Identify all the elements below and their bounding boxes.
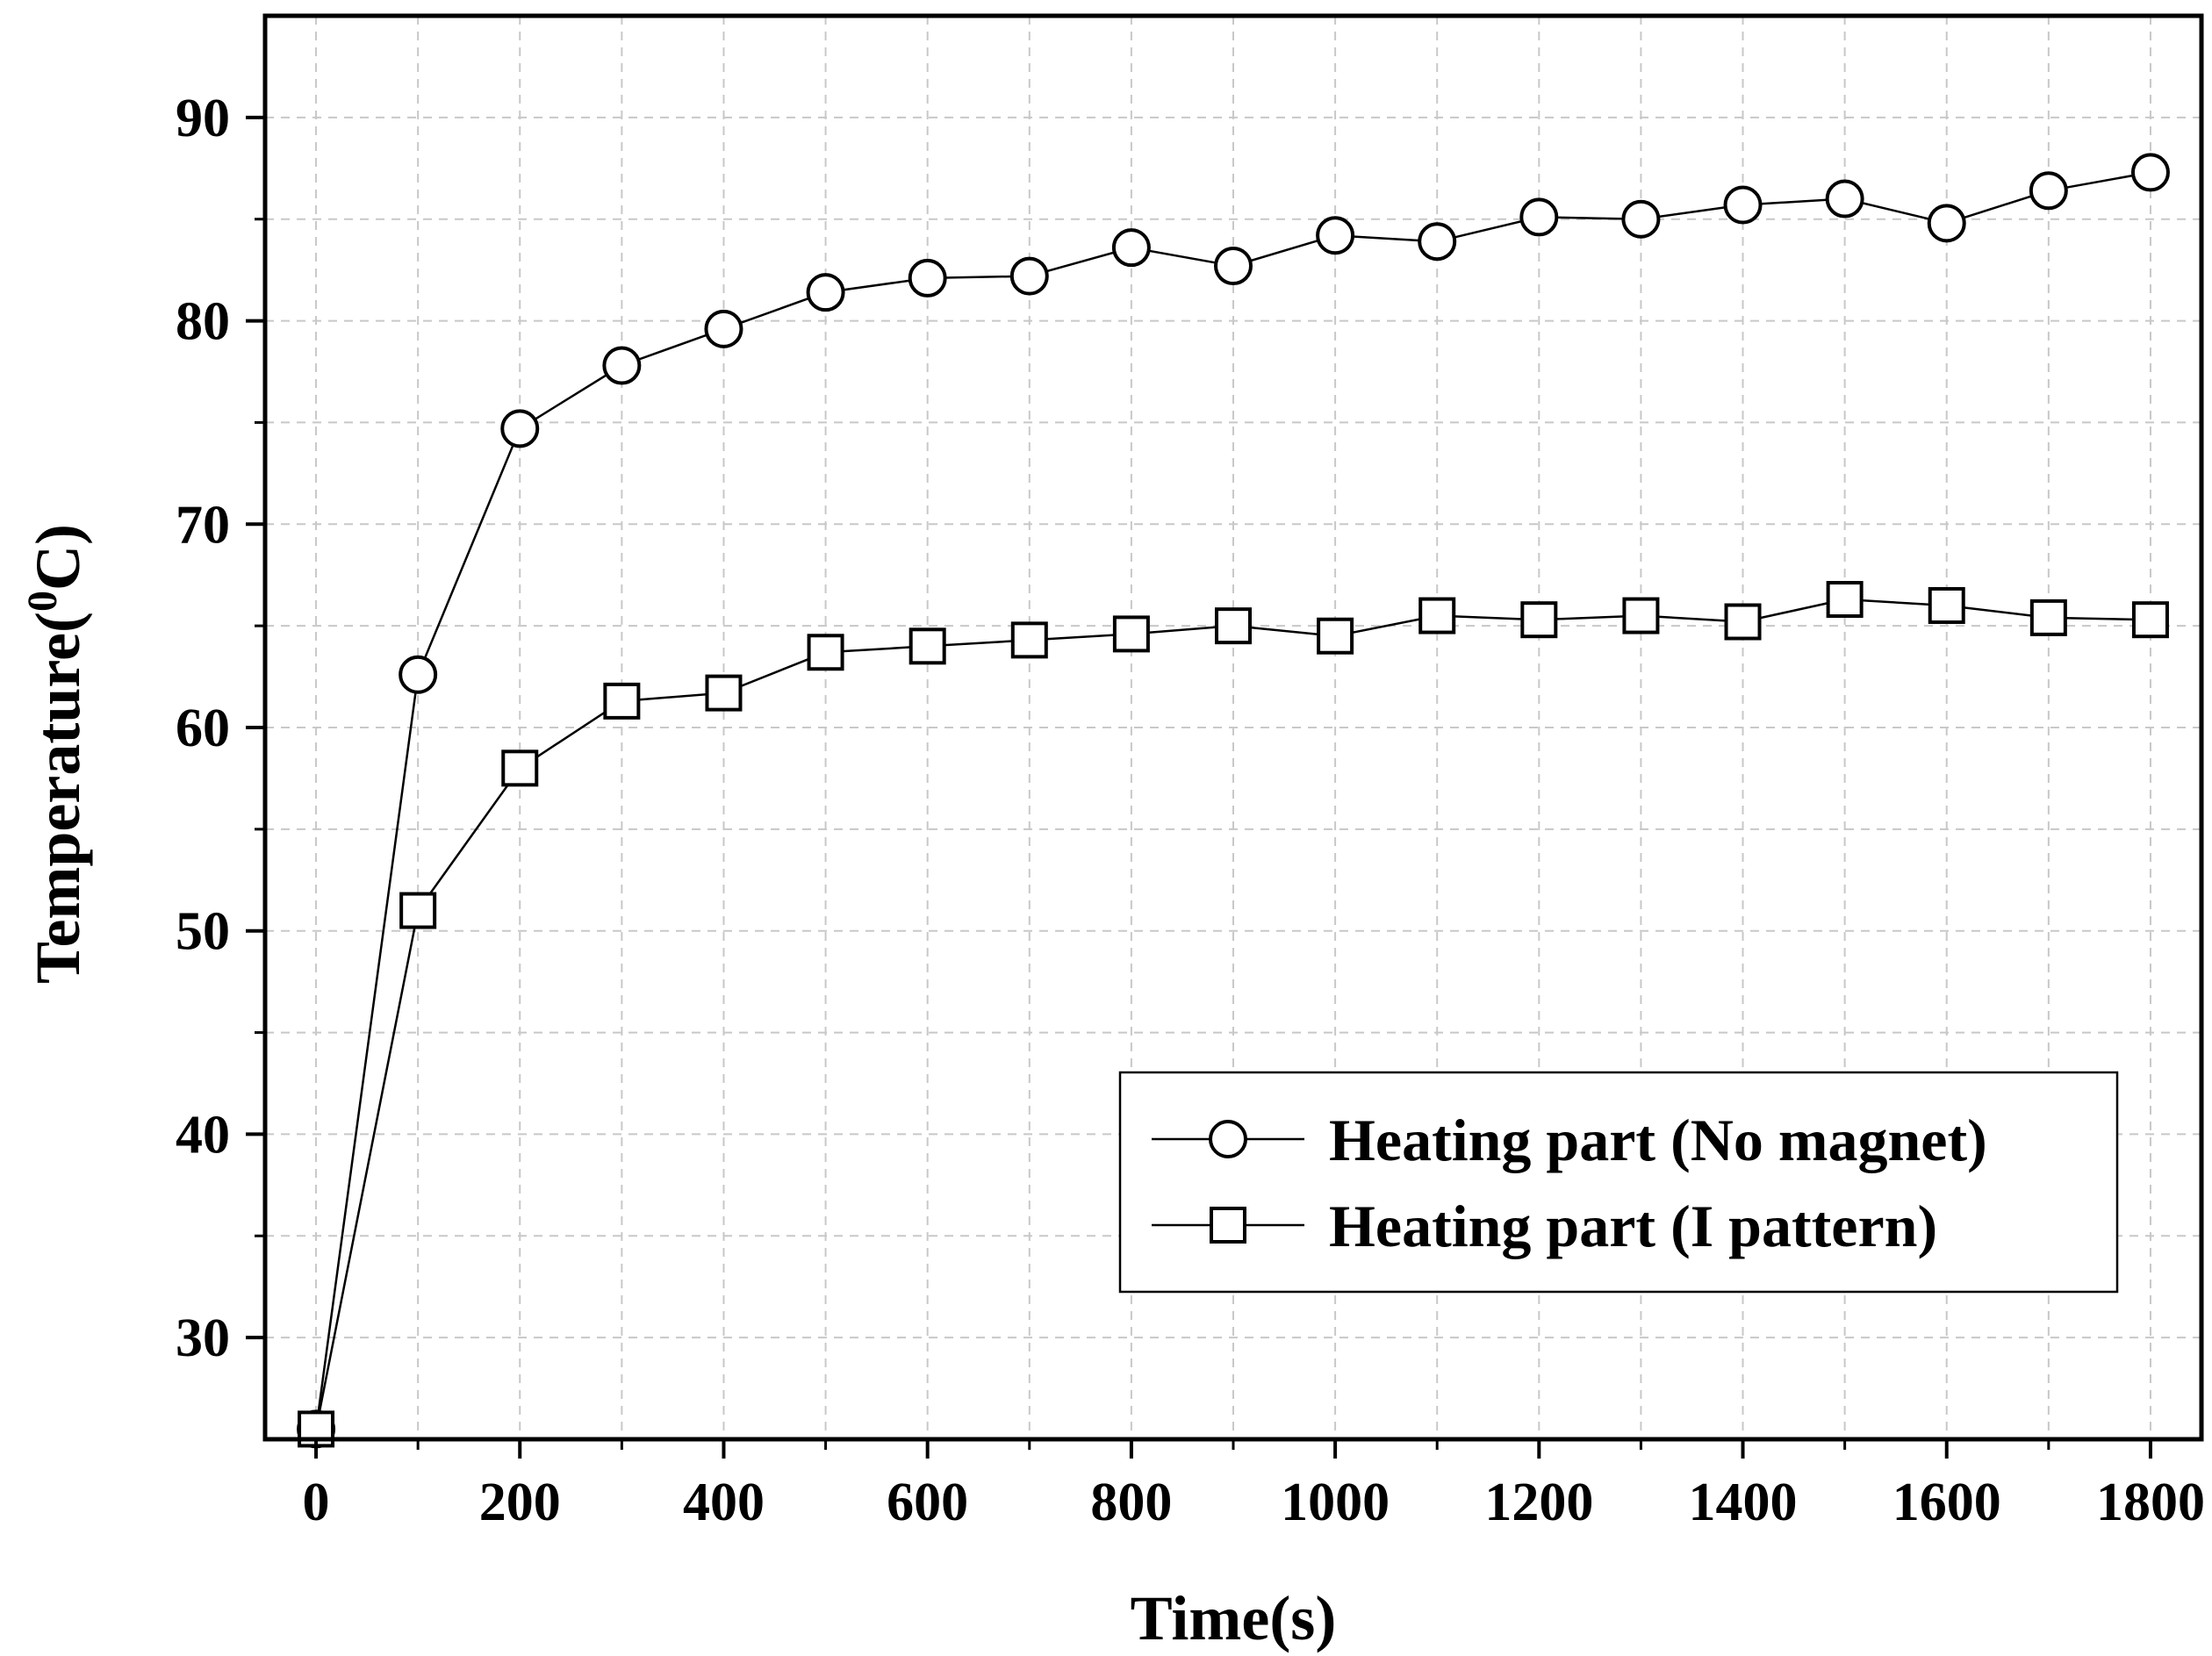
data-point-circle bbox=[2130, 153, 2170, 192]
data-point-circle bbox=[806, 273, 845, 312]
data-point-circle bbox=[602, 346, 642, 385]
data-point-square bbox=[807, 634, 844, 671]
x-tick-label: 1600 bbox=[1892, 1473, 2001, 1532]
data-point-circle bbox=[1519, 197, 1559, 237]
y-tick-label: 30 bbox=[176, 1308, 230, 1368]
y-axis-label-superscript: 0 bbox=[19, 591, 66, 612]
legend-label: Heating part (I pattern) bbox=[1329, 1193, 1937, 1259]
data-point-square bbox=[399, 892, 437, 929]
data-point-circle bbox=[908, 258, 947, 298]
data-point-circle bbox=[704, 309, 743, 348]
legend-marker-circle bbox=[1209, 1120, 1247, 1158]
data-point-square bbox=[1215, 607, 1252, 645]
y-tick-label: 40 bbox=[176, 1105, 230, 1165]
y-tick-label: 60 bbox=[176, 699, 230, 758]
y-axis-label-prefix: Temperature( bbox=[23, 612, 93, 984]
legend-box bbox=[1118, 1071, 2119, 1294]
y-tick-label: 50 bbox=[176, 902, 230, 962]
data-point-circle bbox=[1009, 256, 1049, 296]
data-point-square bbox=[2131, 601, 2169, 639]
data-point-square bbox=[1418, 597, 1456, 634]
data-point-square bbox=[705, 674, 743, 712]
x-tick-label: 200 bbox=[479, 1473, 561, 1532]
data-point-circle bbox=[1418, 222, 1457, 262]
data-point-square bbox=[603, 682, 641, 720]
x-tick-label: 1400 bbox=[1689, 1473, 1798, 1532]
data-point-square bbox=[2029, 599, 2067, 636]
x-axis-label: Time(s) bbox=[1131, 1583, 1337, 1653]
y-axis-label: Temperature(0C) bbox=[19, 524, 93, 984]
x-tick-label: 400 bbox=[683, 1473, 765, 1532]
data-point-circle bbox=[1111, 228, 1151, 268]
x-tick-label: 1200 bbox=[1484, 1473, 1593, 1532]
data-point-circle bbox=[1214, 247, 1253, 286]
data-point-circle bbox=[500, 409, 540, 448]
data-point-circle bbox=[1825, 179, 1864, 219]
y-tick-label: 90 bbox=[176, 89, 230, 148]
data-point-circle bbox=[1316, 216, 1355, 255]
legend-label: Heating part (No magnet) bbox=[1329, 1107, 1987, 1173]
x-tick-label: 1800 bbox=[2096, 1473, 2205, 1532]
legend-items: Heating part (No magnet) Heating part (I … bbox=[1152, 1107, 1987, 1259]
y-tick-label: 70 bbox=[176, 495, 230, 555]
data-point-square bbox=[501, 749, 539, 787]
data-point-square bbox=[1112, 615, 1150, 653]
data-point-square bbox=[1520, 601, 1558, 639]
x-tick-label: 600 bbox=[887, 1473, 968, 1532]
data-point-square bbox=[1724, 603, 1762, 641]
data-point-square bbox=[1826, 581, 1864, 619]
x-tick-label: 800 bbox=[1090, 1473, 1172, 1532]
legend-marker-square bbox=[1210, 1207, 1246, 1244]
y-axis-label-suffix: C) bbox=[23, 524, 93, 591]
data-point-square bbox=[1622, 597, 1660, 634]
markers bbox=[297, 153, 2170, 1449]
data-point-square bbox=[1317, 617, 1354, 655]
y-tick-label: 80 bbox=[176, 292, 230, 352]
data-point-circle bbox=[1723, 185, 1763, 225]
data-point-square bbox=[908, 627, 946, 665]
legend: Heating part (No magnet) Heating part (I … bbox=[1118, 1071, 2119, 1294]
tick-labels: 0 200 400 600 800 1000 1200 1400 1600 1800 30 40 50 6… bbox=[176, 89, 2205, 1532]
data-point-circle bbox=[399, 655, 438, 694]
x-tick-label: 0 bbox=[303, 1473, 330, 1532]
data-point-square bbox=[1928, 586, 1965, 624]
data-point-circle bbox=[1927, 204, 1966, 243]
x-tick-label: 1000 bbox=[1281, 1473, 1390, 1532]
data-point-circle bbox=[1621, 199, 1661, 239]
ticks bbox=[246, 115, 2152, 1459]
data-point-square bbox=[1010, 621, 1048, 659]
data-point-circle bbox=[2029, 171, 2068, 211]
